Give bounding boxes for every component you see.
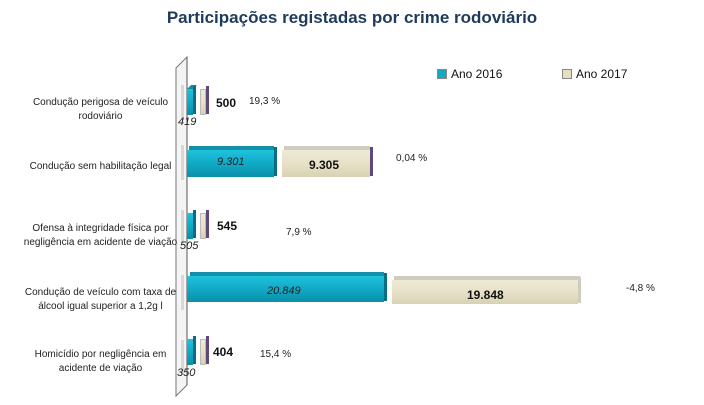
- legend-swatch-2017-icon: [562, 69, 572, 79]
- percent-change: -4,8 %: [626, 283, 655, 294]
- value-2017: 9.305: [309, 158, 340, 172]
- bar-2016: [187, 213, 193, 239]
- legend-label-2017: Ano 2017: [576, 67, 628, 81]
- bar-2016: [187, 89, 193, 115]
- value-2016: 505: [180, 240, 199, 252]
- legend-item-2017: Ano 2017: [562, 67, 627, 81]
- category-label-line: Condução sem habilitação legal: [29, 161, 172, 172]
- legend-label-2016: Ano 2016: [451, 67, 503, 81]
- bar-2016: [187, 150, 274, 177]
- category-label-line: negligência em acidente de viação: [23, 237, 178, 248]
- bar-2017: [392, 280, 578, 304]
- category-label: Condução sem habilitação legal: [13, 160, 188, 174]
- value-2016: 350: [177, 367, 196, 379]
- category-label-line: acidente de viação: [58, 363, 143, 374]
- bar-2016: [187, 276, 384, 302]
- category-label-line: Condução perigosa de veículo: [32, 97, 169, 108]
- category-label: Condução de veículo com taxa de álcool i…: [13, 286, 188, 314]
- value-2016: 9.301: [217, 156, 245, 168]
- percent-change: 0,04 %: [396, 153, 428, 164]
- category-label-line: Homicídio por negligência em: [34, 349, 167, 360]
- category-label-line: Ofensa à integridade física por: [32, 223, 169, 234]
- value-2016: 20.849: [267, 285, 301, 297]
- percent-change: 7,9 %: [286, 227, 312, 238]
- category-label: Condução perigosa de veículo rodoviário: [13, 96, 188, 124]
- category-label-line: rodoviário: [78, 111, 123, 122]
- bar-2017: [200, 339, 206, 365]
- category-label: Ofensa à integridade física por negligên…: [13, 222, 188, 250]
- value-2016: 419: [178, 116, 197, 128]
- value-2017: 19.848: [467, 288, 504, 302]
- percent-change: 15,4 %: [260, 349, 292, 360]
- legend-item-2016: Ano 2016: [437, 67, 502, 81]
- category-label: Homicídio por negligência em acidente de…: [13, 348, 188, 376]
- value-2017: 500: [216, 96, 237, 110]
- value-2017: 404: [213, 345, 234, 359]
- percent-change: 19,3 %: [249, 96, 281, 107]
- category-label-line: Condução de veículo com taxa de: [24, 287, 177, 298]
- legend-swatch-2016-icon: [437, 69, 447, 79]
- bar-2016: [187, 339, 193, 365]
- category-label-line: álcool igual superior a 1,2g l: [38, 301, 163, 312]
- bar-2017: [200, 89, 206, 115]
- value-2017: 545: [217, 219, 238, 233]
- bar-2017: [282, 150, 370, 177]
- bar-2017: [200, 213, 206, 239]
- chart-title: Participações registadas por crime rodov…: [166, 8, 538, 27]
